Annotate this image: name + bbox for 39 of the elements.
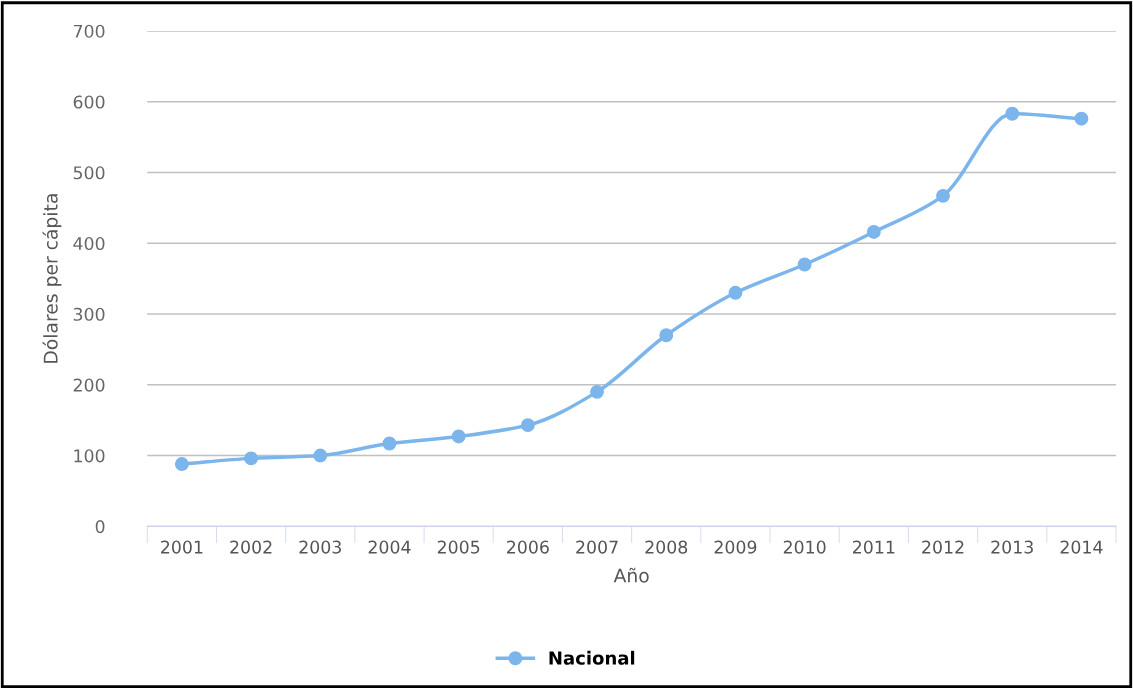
y-tick-label: 200 xyxy=(73,378,105,392)
y-tick-label: 400 xyxy=(73,236,105,251)
point xyxy=(659,328,674,343)
point xyxy=(1074,111,1089,126)
point xyxy=(382,436,397,451)
legend-label: Nacional xyxy=(549,650,635,665)
y-tick-label: 100 xyxy=(74,449,105,463)
point xyxy=(728,285,743,300)
x-axis-title: Año xyxy=(613,567,649,583)
point xyxy=(866,224,881,239)
y-tick-label: 700 xyxy=(73,24,105,38)
x-tick-label: 2004 xyxy=(368,540,411,554)
point xyxy=(313,448,328,463)
y-axis-title: Dólares per cápita xyxy=(42,194,62,363)
point xyxy=(244,451,259,466)
point xyxy=(520,418,535,433)
x-tick-label: 2001 xyxy=(161,540,203,554)
x-tick-label: 2009 xyxy=(714,540,757,554)
x-tick-label: 2011 xyxy=(853,540,895,554)
x-tick-label: 2003 xyxy=(299,540,341,554)
point xyxy=(797,257,812,272)
x-tick-label: 2014 xyxy=(1060,540,1103,554)
point xyxy=(1005,106,1020,121)
x-tick-label: 2005 xyxy=(437,540,480,554)
y-tick-label: 0 xyxy=(95,520,105,534)
point xyxy=(936,188,950,203)
x-tick-label: 2010 xyxy=(783,540,826,554)
x-tick-label: 2002 xyxy=(230,540,272,554)
y-tick-label: 300 xyxy=(73,307,105,321)
point xyxy=(174,457,189,471)
x-tick-label: 2007 xyxy=(576,540,618,554)
x-tick-label: 2006 xyxy=(507,540,549,554)
x-tick-label: 2012 xyxy=(922,540,964,554)
point xyxy=(451,429,466,444)
x-tick-label: 2013 xyxy=(991,540,1033,554)
point xyxy=(590,384,604,399)
y-tick-label: 500 xyxy=(73,166,105,180)
y-tick-label: 600 xyxy=(73,95,105,109)
x-tick-label: 2008 xyxy=(645,540,688,554)
